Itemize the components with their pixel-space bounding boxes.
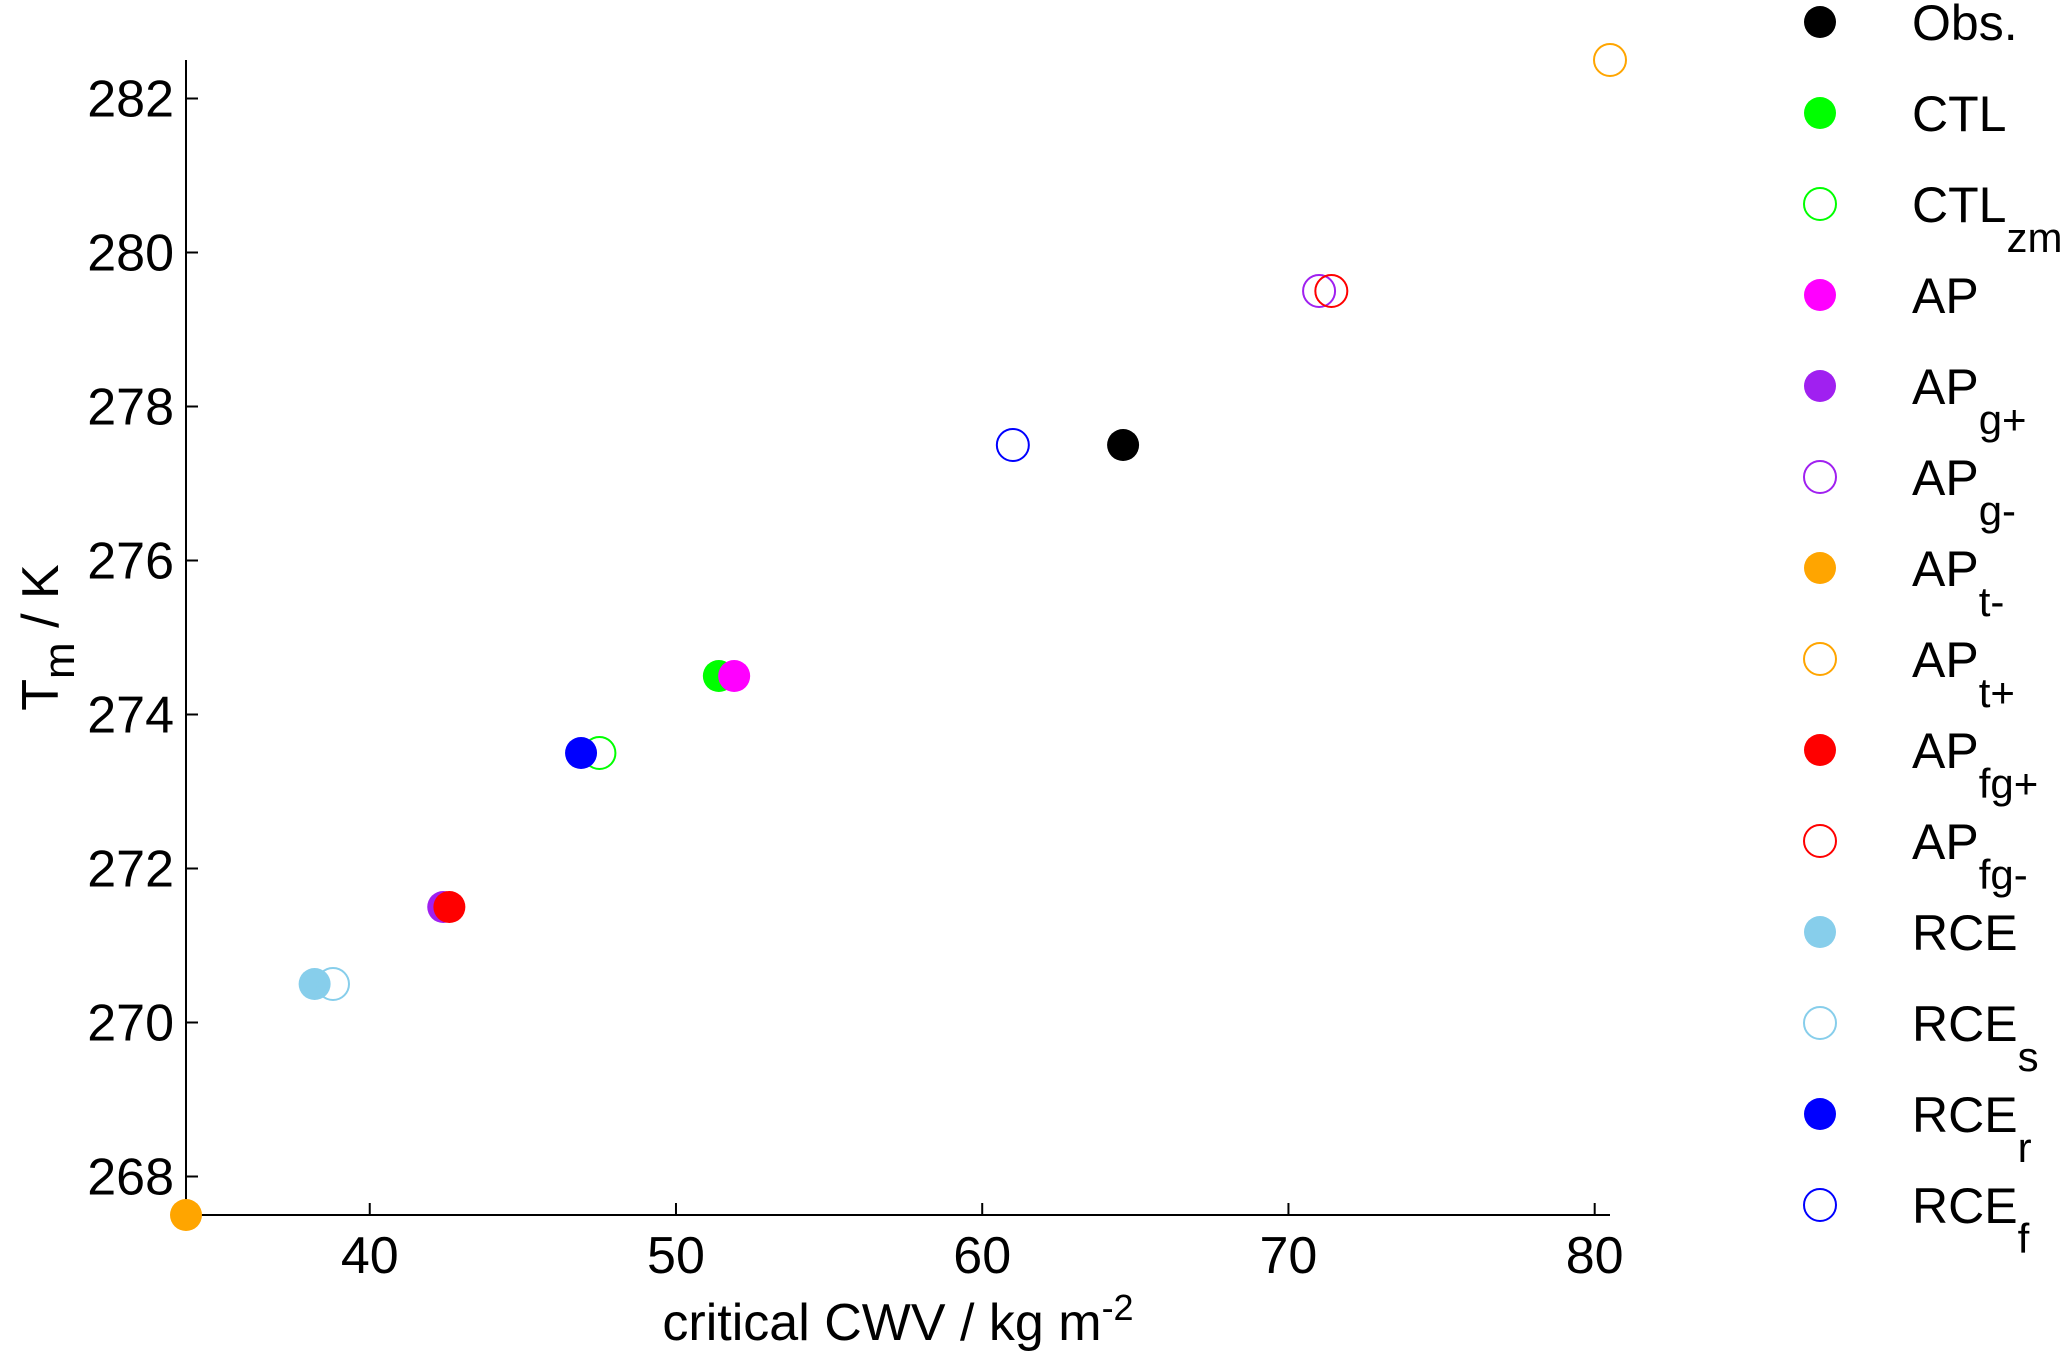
point-ap-fg [1314,274,1349,308]
y-axis-title: Tm / K [12,564,84,711]
legend-label-ap-t: APt+ [1912,632,2015,716]
point-ap-fg [433,891,466,923]
legend-marker-ctl-zm [1803,187,1837,221]
axes: 40 50 60 70 80 268 270 272 274 276 278 280 282 critic… [12,60,1624,1352]
legend-marker-ap-fg [1803,824,1837,858]
x-tick-label: 60 [953,1227,1011,1285]
legend-label-obs: Obs. [1912,0,2018,51]
legend-label-ap-fg: APfg+ [1912,723,2038,807]
legend-label-ctl: CTL [1912,86,2006,142]
point-rce-f [995,428,1030,462]
data-points [170,43,1627,1231]
legend-marker-ap-t [1803,642,1837,676]
legend-label-ctl-zm: CTLzm [1912,177,2062,261]
x-tick-label: 70 [1260,1227,1318,1285]
y-tick-label: 282 [87,71,174,129]
y-tick-label: 270 [87,995,174,1053]
legend-label-ap-g: APg- [1912,450,2016,534]
y-tick-label: 278 [87,379,174,437]
point-ap [718,660,751,692]
legend-label-ap: AP [1912,268,1979,324]
legend-label-rce-r: RCEr [1912,1087,2032,1171]
point-obs [1107,429,1140,461]
x-tick-label: 50 [647,1227,705,1285]
x-tick-label: 80 [1566,1227,1624,1285]
point-ap-t [1593,43,1627,77]
point-rce-s [315,967,350,1001]
legend-label-ap-g: APg+ [1912,359,2027,443]
point-ap-t [170,1199,202,1231]
legend-marker-ap-g [1803,460,1837,494]
point-rce [298,968,331,1000]
legend-label-ap-t: APt- [1912,541,2004,625]
legend-marker-rce [1804,916,1836,948]
legend-label-rce-s: RCEs [1912,996,2039,1080]
legend-marker-ap-fg [1804,734,1836,766]
point-rce-r [565,737,598,769]
legend: Obs. CTL CTLzm AP APg+APg-APt-APt+APfg+APfg-… [1803,0,2062,1262]
point-ap-g [1302,274,1337,308]
legend-marker-ap-g [1804,370,1836,402]
y-tick-label: 268 [87,1149,174,1207]
legend-marker-rce-s [1803,1006,1837,1040]
legend-marker-ap-t [1804,552,1836,584]
legend-marker-ctl [1804,97,1836,129]
legend-marker-obs [1804,6,1836,38]
legend-label-rce-f: RCEf [1912,1178,2030,1262]
x-axis-title: critical CWV / kg m-2 [662,1287,1133,1352]
legend-marker-rce-f [1803,1188,1837,1222]
legend-marker-rce-r [1804,1098,1836,1130]
y-tick-label: 280 [87,225,174,283]
legend-marker-ap [1804,279,1836,311]
x-tick-label: 40 [341,1227,399,1285]
y-tick-label: 276 [87,533,174,591]
y-tick-label: 272 [87,841,174,899]
y-tick-label: 274 [87,687,174,745]
legend-label-ap-fg: APfg- [1912,814,2028,898]
legend-label-rce: RCE [1912,905,2018,961]
